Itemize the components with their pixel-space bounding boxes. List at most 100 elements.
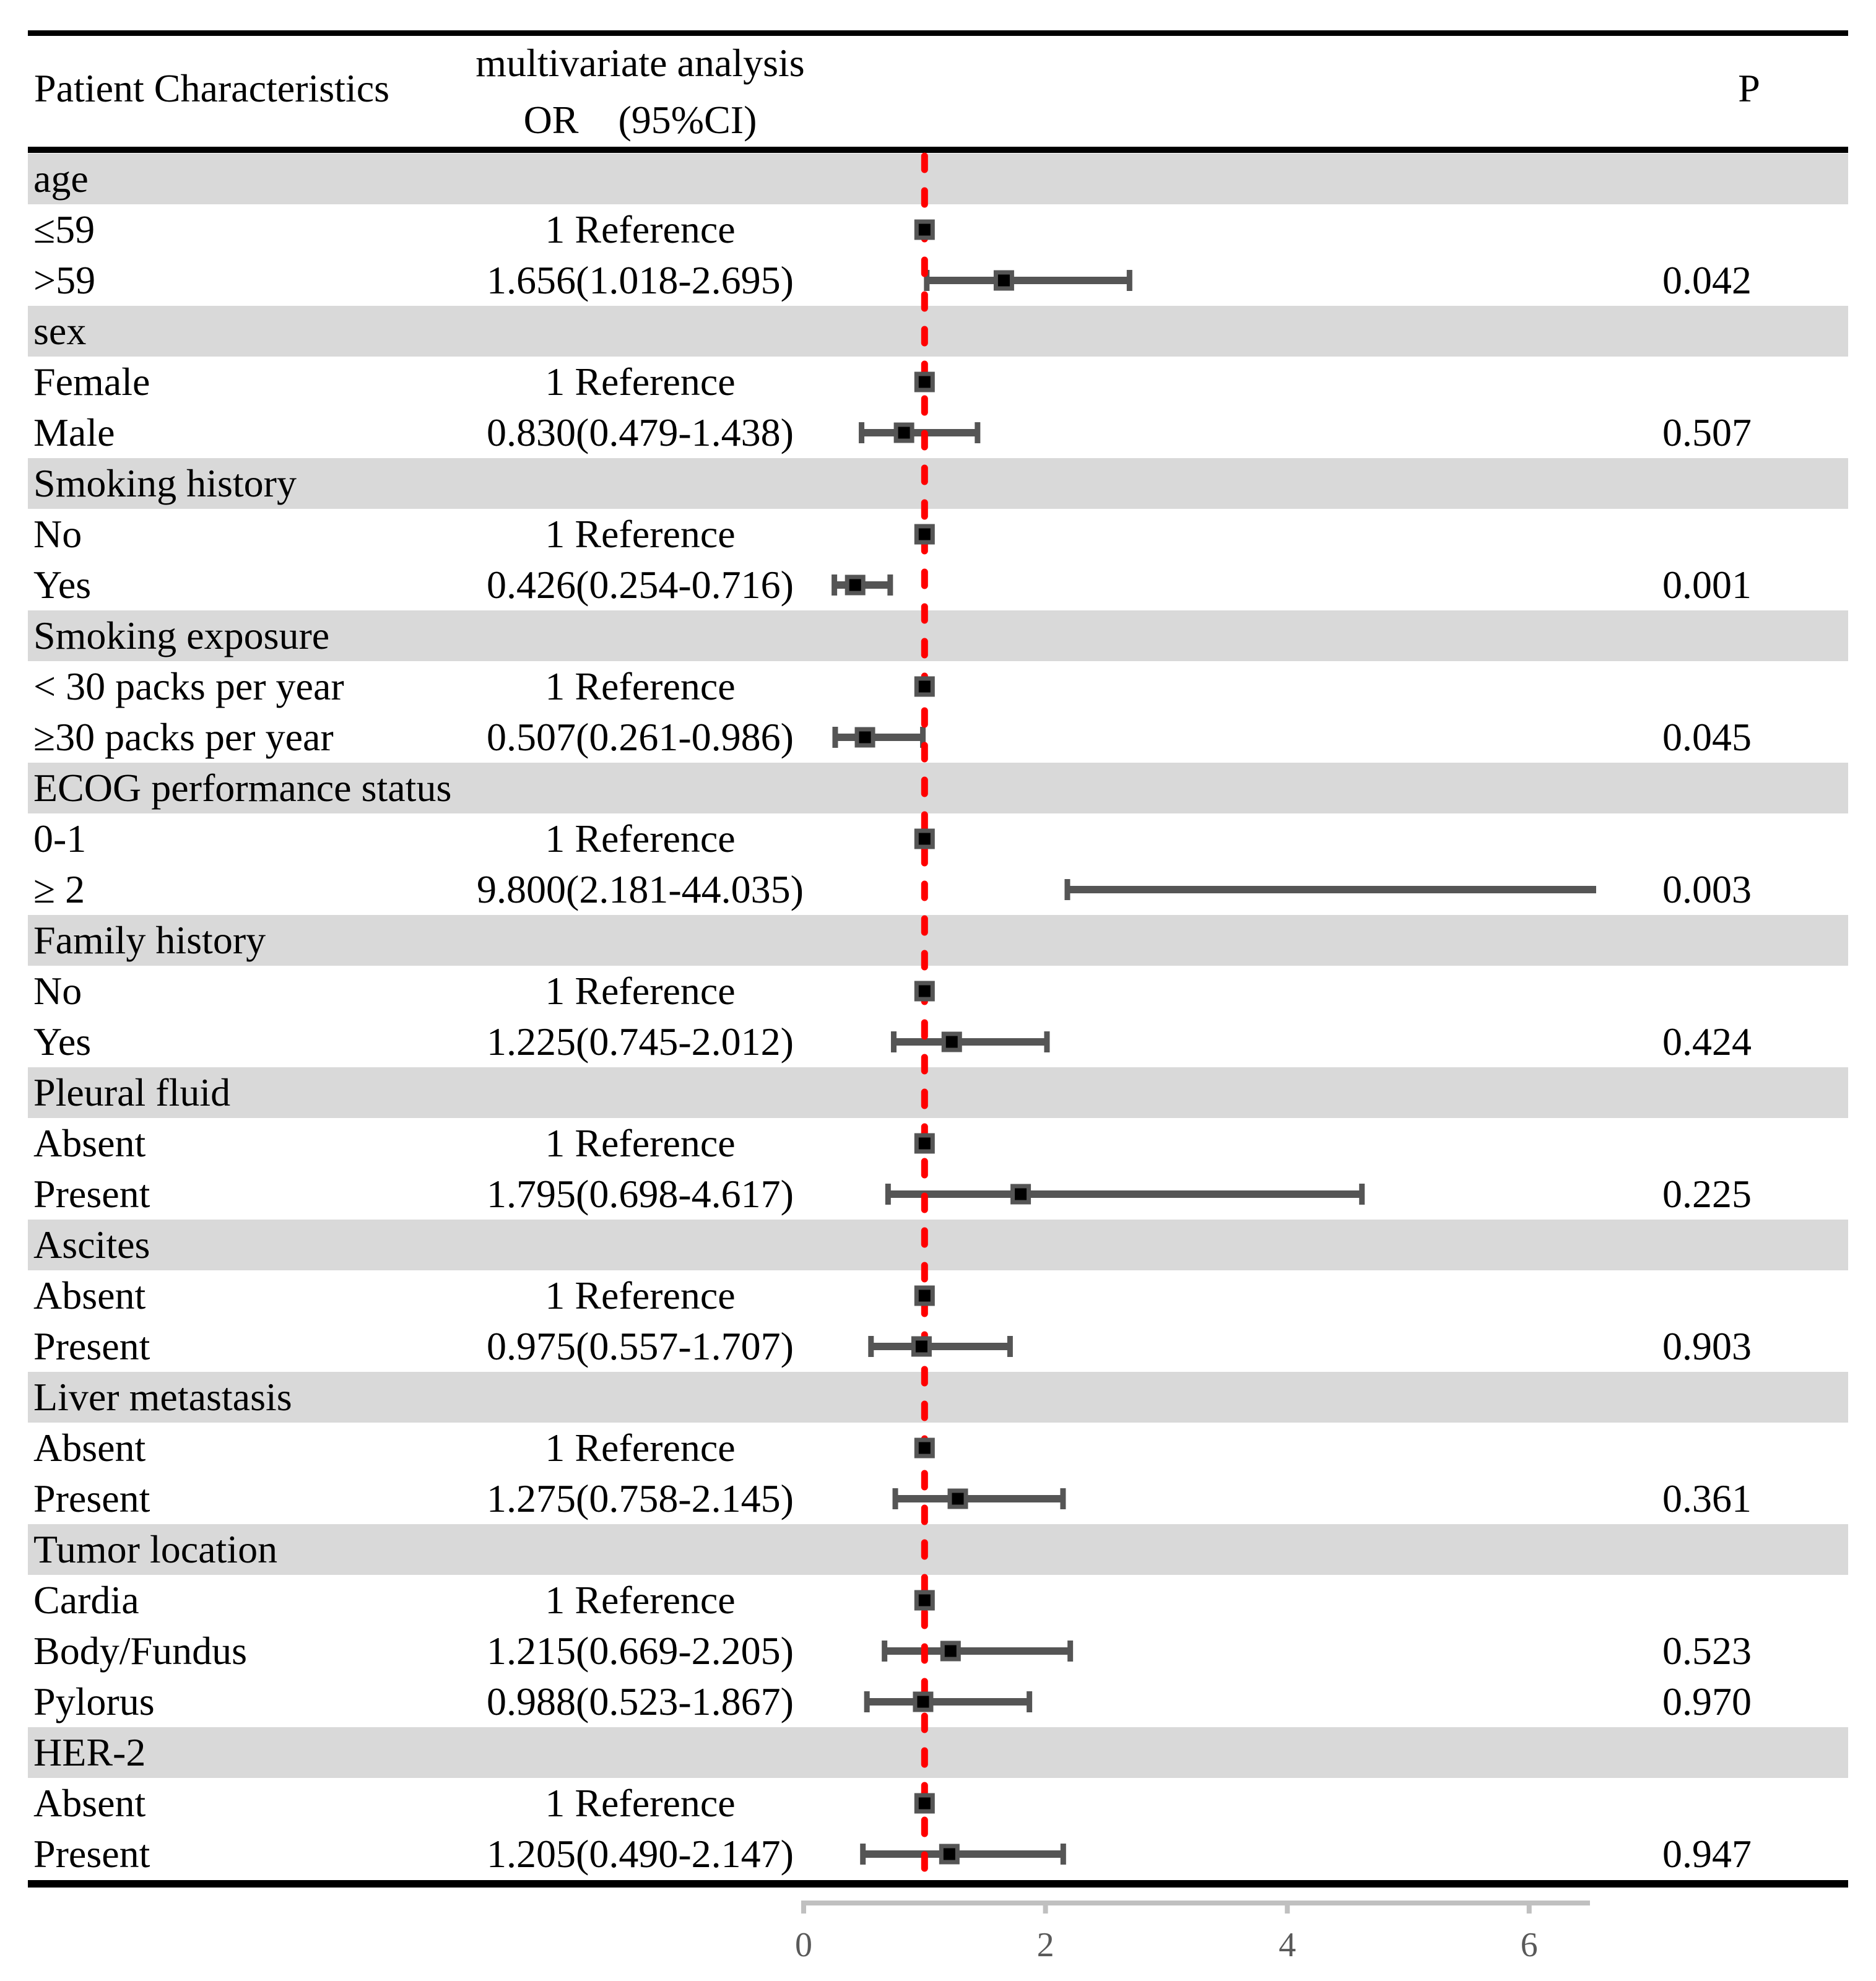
table-row: Present 0.975(0.557-1.707) 0.903: [0, 1321, 1876, 1372]
p-value: 0.042: [1662, 258, 1752, 302]
or-ci-value: 1.656(1.018-2.695): [487, 258, 794, 302]
or-ci-value: 0.507(0.261-0.986): [487, 715, 794, 759]
table-row: Absent 1 Reference: [0, 1423, 1876, 1473]
x-axis-tick-label: 6: [1521, 1926, 1538, 1964]
table-bottom-border: [28, 1880, 1848, 1888]
p-value: 0.361: [1662, 1476, 1752, 1520]
row-label: Yes: [33, 1020, 92, 1064]
group-label: ECOG performance status: [33, 766, 452, 810]
or-ci-value: 1.215(0.669-2.205): [487, 1629, 794, 1673]
row-label: No: [33, 969, 82, 1013]
p-value: 0.523: [1662, 1629, 1752, 1673]
group-label: Pleural fluid: [33, 1070, 231, 1114]
or-ci-value: 1 Reference: [545, 1781, 736, 1825]
p-value: 0.903: [1662, 1324, 1752, 1368]
or-ci-value: 1.205(0.490-2.147): [487, 1832, 794, 1876]
column-header-analysis-line2: OR (95%CI): [523, 98, 757, 142]
or-ci-value: 1 Reference: [545, 969, 736, 1013]
row-label: < 30 packs per year: [33, 664, 344, 708]
column-header-analysis-line1: multivariate analysis: [476, 41, 805, 85]
group-row: sex: [0, 306, 1876, 357]
group-label: Tumor location: [33, 1527, 278, 1571]
table-header-border: [28, 147, 1848, 153]
x-axis-line: [804, 1901, 1590, 1905]
x-axis-tick-label: 0: [795, 1926, 812, 1964]
group-label: Ascites: [33, 1223, 150, 1267]
group-row: age: [0, 154, 1876, 204]
table-row: No 1 Reference: [0, 966, 1876, 1017]
row-label: >59: [33, 258, 96, 302]
group-band: [28, 915, 1848, 966]
table-row: ≥30 packs per year 0.507(0.261-0.986) 0.04…: [0, 712, 1876, 763]
group-band: [28, 154, 1848, 204]
group-band: [28, 306, 1848, 357]
row-label: Yes: [33, 563, 92, 607]
or-ci-value: 0.426(0.254-0.716): [487, 563, 794, 607]
group-band: [28, 610, 1848, 661]
group-band: [28, 458, 1848, 509]
table-row: Present 1.795(0.698-4.617) 0.225: [0, 1169, 1876, 1220]
row-label: ≤59: [33, 207, 95, 251]
table-row: No 1 Reference: [0, 509, 1876, 560]
group-band: [28, 1372, 1848, 1423]
x-axis-tick-label: 2: [1037, 1926, 1054, 1964]
group-row: Ascites: [0, 1220, 1876, 1270]
row-label: Absent: [33, 1121, 146, 1165]
group-label: sex: [33, 309, 87, 353]
or-ci-value: 1 Reference: [545, 512, 736, 556]
group-label: Smoking history: [33, 461, 297, 505]
table-row: >59 1.656(1.018-2.695) 0.042: [0, 255, 1876, 306]
p-value: 0.507: [1662, 410, 1752, 454]
table-row: < 30 packs per year 1 Reference: [0, 661, 1876, 712]
row-label: Present: [33, 1172, 150, 1216]
row-label: Female: [33, 360, 150, 404]
group-label: Liver metastasis: [33, 1375, 292, 1419]
p-value: 0.045: [1662, 715, 1752, 759]
p-value: 0.003: [1662, 867, 1752, 911]
row-label: Present: [33, 1476, 150, 1520]
table-row: Present 1.205(0.490-2.147) 0.947: [0, 1829, 1876, 1879]
group-band: [28, 1220, 1848, 1270]
table-top-border: [28, 30, 1848, 36]
group-label: age: [33, 157, 89, 201]
x-axis-tick: [1526, 1901, 1532, 1914]
or-ci-value: 0.975(0.557-1.707): [487, 1324, 794, 1368]
x-axis-tick: [1285, 1901, 1290, 1914]
table-row: Female 1 Reference: [0, 357, 1876, 407]
table-row: Absent 1 Reference: [0, 1270, 1876, 1321]
row-label: ≥30 packs per year: [33, 715, 334, 759]
table-row: Body/Fundus 1.215(0.669-2.205) 0.523: [0, 1626, 1876, 1676]
row-label: Absent: [33, 1273, 146, 1317]
x-axis-layer: 0 2 4 6: [795, 1901, 1590, 1964]
group-band: [28, 1067, 1848, 1118]
or-ci-value: 1 Reference: [545, 1578, 736, 1622]
or-ci-value: 1 Reference: [545, 207, 736, 251]
row-label: 0-1: [33, 817, 87, 860]
group-label: Smoking exposure: [33, 613, 330, 657]
group-label: Family history: [33, 918, 266, 962]
or-ci-value: 1 Reference: [545, 360, 736, 404]
table-row: 0-1 1 Reference: [0, 813, 1876, 864]
p-value: 0.001: [1662, 563, 1752, 607]
or-ci-value: 9.800(2.181-44.035): [477, 867, 804, 911]
or-ci-value: 1 Reference: [545, 1121, 736, 1165]
table-row: Yes 1.225(0.745-2.012) 0.424: [0, 1017, 1876, 1067]
row-label: Male: [33, 410, 115, 454]
group-row: HER-2: [0, 1727, 1876, 1778]
row-label: ≥ 2: [33, 867, 85, 911]
row-label: Present: [33, 1832, 150, 1876]
x-axis-tick: [801, 1901, 806, 1914]
p-value: 0.424: [1662, 1020, 1752, 1064]
group-row: Smoking history: [0, 458, 1876, 509]
or-ci-value: 0.830(0.479-1.438): [487, 410, 794, 454]
x-axis-tick-label: 4: [1279, 1926, 1296, 1964]
table-row: Absent 1 Reference: [0, 1778, 1876, 1829]
table-row: Pylorus 0.988(0.523-1.867) 0.970: [0, 1676, 1876, 1727]
or-ci-value: 0.988(0.523-1.867): [487, 1680, 794, 1723]
table-row: Absent 1 Reference: [0, 1118, 1876, 1169]
group-row: Liver metastasis: [0, 1372, 1876, 1423]
group-band: [28, 1524, 1848, 1575]
or-ci-value: 1 Reference: [545, 1426, 736, 1470]
p-value: 0.947: [1662, 1832, 1752, 1876]
